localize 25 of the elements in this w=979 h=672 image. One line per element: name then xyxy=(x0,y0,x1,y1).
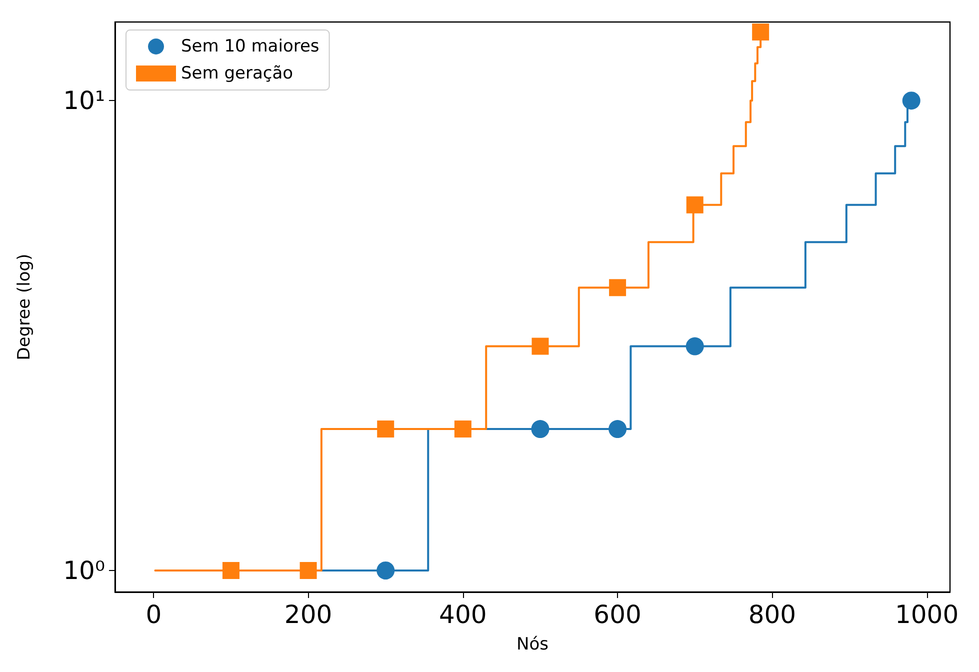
point xyxy=(377,420,394,438)
x-tick-label: 600 xyxy=(594,600,642,629)
y-axis-title: Degree (log) xyxy=(14,254,34,360)
x-tick-label: 800 xyxy=(748,600,796,629)
legend-label: Sem 10 maiores xyxy=(181,36,320,56)
y-tick-label: 10¹ xyxy=(63,86,105,116)
point xyxy=(376,562,395,580)
point xyxy=(531,420,550,438)
point xyxy=(686,196,704,214)
y-tick-label: 10⁰ xyxy=(63,556,105,585)
point xyxy=(454,420,472,438)
point xyxy=(752,23,770,40)
point xyxy=(902,92,920,110)
x-tick-label: 400 xyxy=(439,600,487,629)
x-tick-label: 200 xyxy=(284,600,332,629)
point xyxy=(222,562,240,579)
x-axis-title: Nós xyxy=(516,634,549,654)
x-tick-label: 0 xyxy=(146,600,162,629)
point xyxy=(300,562,317,579)
x-tick-label: 1000 xyxy=(894,600,959,629)
point xyxy=(532,338,549,355)
point xyxy=(608,420,627,438)
point xyxy=(609,279,626,296)
legend-label: Sem geração xyxy=(181,64,294,84)
point xyxy=(686,337,704,356)
